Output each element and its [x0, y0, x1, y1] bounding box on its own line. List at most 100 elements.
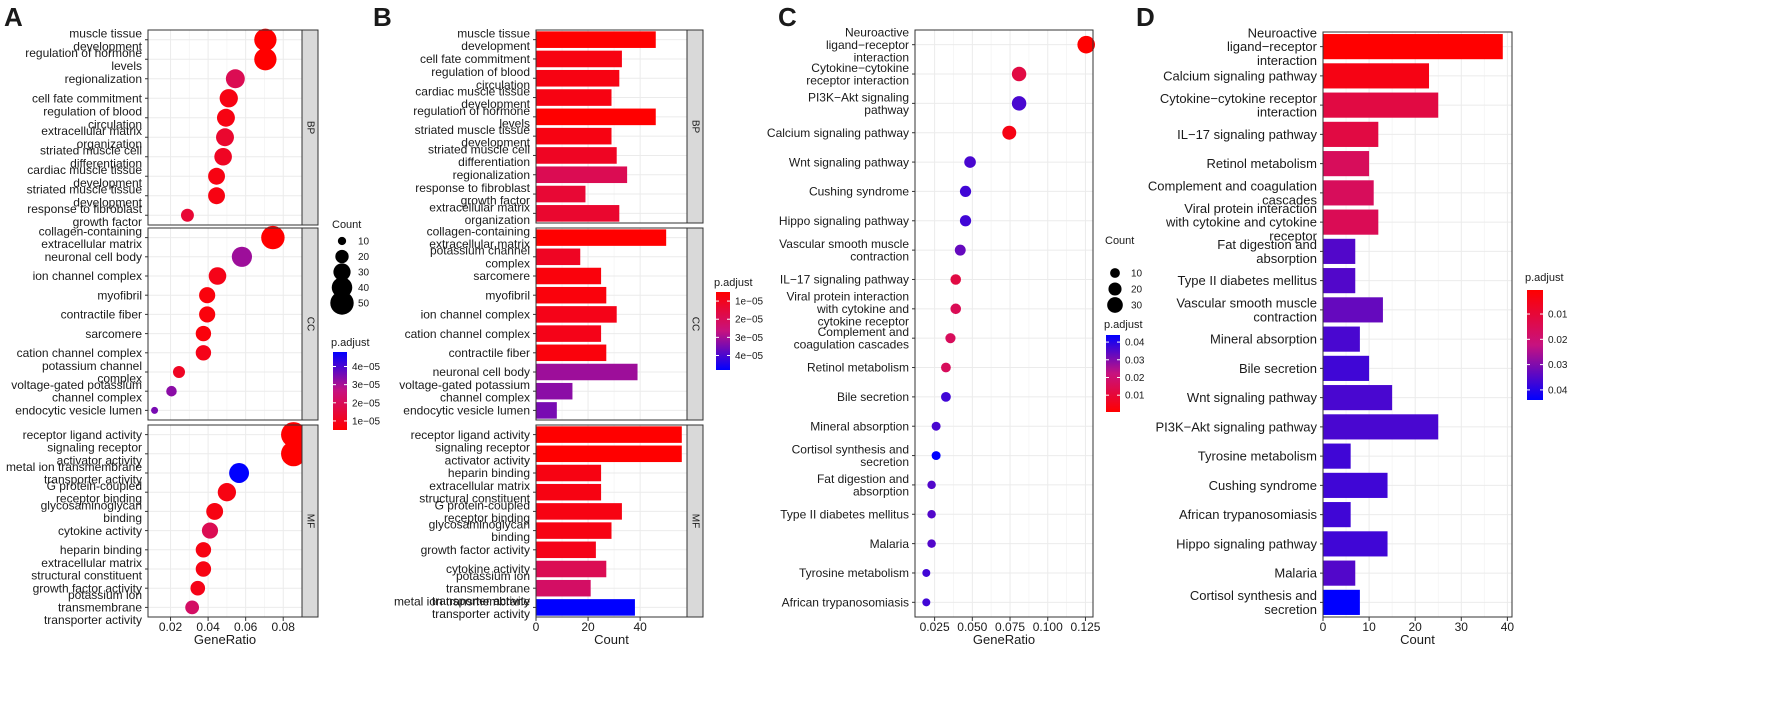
panel-d-marks: [1323, 34, 1503, 615]
panel-c-term-label-line: African trypanosomiasis: [782, 596, 909, 610]
panel-a-dot: [216, 108, 235, 127]
panel-b-term-label-line: metal ion transmembrane: [394, 594, 530, 608]
panel-d-term-label-line: IL−17 signaling pathway: [1177, 127, 1317, 142]
panel-d-bar: [1323, 121, 1379, 147]
panel-c-term-label: Cushing syndrome: [809, 185, 909, 199]
panel-a-dot: [166, 385, 177, 397]
panel-a-term-label: myofibril: [97, 288, 142, 302]
panel-a-term-label-line: G protein-coupled: [47, 479, 142, 493]
panel-d-term-label-line: absorption: [1256, 251, 1317, 266]
panel-d-term-label-line: Tyrosine metabolism: [1198, 449, 1317, 464]
panel-a-term-label-line: growth factor: [73, 215, 142, 229]
panel-a-facet-bg: [148, 30, 302, 225]
panel-b-bar: [536, 483, 602, 501]
panel-d-term-label-line: contraction: [1253, 309, 1317, 324]
panel-a-term-label: striated muscle cell differentiation: [40, 144, 142, 171]
panel-b-strip: [686, 29, 704, 224]
panel-d-term-label: Mineral absorption: [1210, 332, 1317, 347]
panel-b-xtick-label: 0: [533, 620, 540, 634]
panel-a-xtick-label: 0.02: [159, 620, 183, 634]
panel-a-label: A: [4, 2, 23, 32]
panel-c-term-label: Complement and coagulation cascades: [794, 325, 909, 352]
panel-a-term-label-line: extracellular matrix: [41, 124, 142, 138]
panel-a-dot: [185, 600, 200, 615]
panel-b-bar: [536, 382, 573, 400]
panel-a-dot: [201, 522, 219, 539]
panel-c-term-label: Type II diabetes mellitus: [780, 507, 909, 521]
panel-a-term-label-line: structural constituent: [31, 569, 142, 583]
panel-b-bar: [536, 599, 635, 616]
panel-b-bar: [536, 69, 620, 87]
panel-b-colorbar: [716, 292, 730, 370]
panel-b-term-label-line: development: [461, 97, 530, 111]
panel-a-term-label-line: extracellular matrix: [41, 556, 142, 570]
panel-d-term-label-line: receptor: [1269, 228, 1317, 243]
panel-a-term-label-line: heparin binding: [60, 543, 142, 557]
panel-b-xlabel: Count: [594, 632, 629, 647]
panel-b-term-label: striated muscle cell differentiation: [428, 142, 530, 169]
panel-d-term-label-line: Calcium signaling pathway: [1163, 68, 1317, 83]
panel-a-strip: [301, 424, 319, 618]
panel-d-term-label-line: Mineral absorption: [1210, 332, 1317, 347]
panel-d-term-label-line: Malaria: [1274, 566, 1317, 581]
panel-d-term-label-line: Cytokine−cytokine receptor: [1160, 91, 1318, 106]
panel-a-term-label-line: development: [73, 39, 142, 53]
panel-a-facet-bg: [148, 425, 302, 617]
panel-a-term-label-line: channel complex: [52, 391, 142, 405]
panel-a-dot: [214, 147, 232, 166]
panel-d-bar: [1323, 209, 1379, 235]
panel-b-term-label-line: extracellular matrix: [429, 479, 530, 493]
panel-c-term-label-line: secretion: [860, 455, 909, 469]
panel-d-term-label-line: Neuroactive: [1248, 26, 1317, 41]
panel-b-term-label-line: contractile fiber: [449, 346, 530, 360]
panel-b-bar: [536, 325, 602, 342]
panel-d-term-label: Tyrosine metabolism: [1198, 449, 1317, 464]
panel-b-term-label-line: collagen-containing: [427, 225, 530, 239]
panel-c-xtick-label: 0.100: [1033, 620, 1063, 634]
panel-d-bar: [1323, 385, 1393, 411]
panel-d-colorbar-label: 0.02: [1548, 335, 1568, 346]
panel-c-term-label: Cytokine−cytokine receptor interaction: [806, 61, 909, 88]
panel-c-text: C Neuroactive ligand−receptor interactionCy…: [767, 2, 1145, 647]
panel-b-term-label-line: development: [461, 136, 530, 150]
panel-a-term-label-line: contractile fiber: [61, 308, 142, 322]
panel-d-bar: [1323, 355, 1370, 381]
panel-c-term-label-line: receptor interaction: [806, 74, 909, 88]
panel-a-colorbar-label: 3e−05: [352, 380, 381, 391]
panel-d-term-label-line: Cortisol synthesis and: [1190, 588, 1317, 603]
panel-a-term-label: cardiac muscle tissue development: [27, 163, 142, 190]
panel-c-term-label-line: Retinol metabolism: [807, 361, 909, 375]
panel-a-dot: [206, 502, 224, 520]
panel-a-colorbar-label: 1e−05: [352, 416, 381, 427]
panel-a-term-label: extracellular matrix structural constitue…: [31, 556, 142, 583]
panel-b-bar: [536, 185, 586, 203]
panel-c-size-legend-label: 20: [1131, 285, 1143, 296]
panel-c-dot: [941, 362, 951, 373]
panel-d-term-label: Malaria: [1274, 566, 1317, 581]
panel-a-dot: [199, 306, 216, 323]
panel-a-marks: [151, 28, 307, 615]
panel-c-size-legend-label: 30: [1131, 301, 1143, 312]
panel-a-term-label-line: neuronal cell body: [45, 250, 142, 264]
panel-b-term-label: metal ion transmembrane transporter activ…: [394, 594, 530, 621]
panel-a-dot: [180, 208, 194, 222]
panel-d-xlabel: Count: [1400, 632, 1435, 647]
panel-c-term-label: Mineral absorption: [810, 419, 909, 433]
panel-c-term-label-line: Neuroactive: [845, 25, 909, 39]
panel-d-term-label-line: interaction: [1257, 53, 1317, 68]
panel-c-term-label-line: Wnt signaling pathway: [789, 155, 909, 169]
panel-d-term-label: Cytokine−cytokine receptor interaction: [1160, 91, 1318, 120]
panel-a-term-label-line: collagen-containing: [39, 225, 142, 239]
panel-c-term-label-line: Bile secretion: [837, 390, 909, 404]
panel-a-dot: [254, 28, 277, 51]
panel-a-term-label-line: muscle tissue: [69, 27, 142, 41]
panel-b-bar: [536, 166, 628, 184]
panel-a-size-legend-label: 20: [358, 252, 370, 263]
panel-c-term-label-line: Calcium signaling pathway: [767, 126, 909, 140]
panel-b-term-label: cation channel complex: [405, 327, 530, 341]
panel-d-term-label: Cortisol synthesis and secretion: [1190, 588, 1317, 617]
panel-b-strip: [686, 227, 704, 421]
panel-b-bar: [536, 541, 596, 559]
panel-a-size-legend-dot: [335, 249, 349, 264]
panel-c-term-label: Neuroactive ligand−receptor interaction: [826, 25, 909, 64]
